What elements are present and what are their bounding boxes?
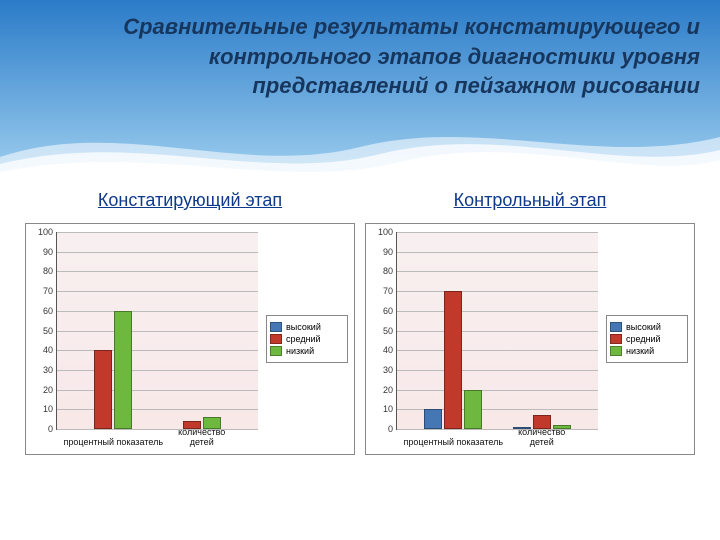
legend-label: средний [626, 334, 661, 344]
header: Сравнительные результаты констатирующего… [0, 0, 720, 180]
legend-swatch [270, 334, 282, 344]
panel-left-plot: 0102030405060708090100процентный показат… [56, 232, 258, 430]
y-tick-label: 80 [371, 266, 393, 276]
grid-line [57, 409, 258, 410]
legend-item: средний [270, 334, 344, 344]
grid-line [57, 291, 258, 292]
y-tick-label: 50 [371, 326, 393, 336]
legend-item: низкий [270, 346, 344, 356]
grid-line [57, 232, 258, 233]
grid-line [57, 390, 258, 391]
legend-item: высокий [610, 322, 684, 332]
panel-right-title: Контрольный этап [365, 190, 695, 211]
legend-item: высокий [270, 322, 344, 332]
legend-swatch [610, 334, 622, 344]
legend-label: низкий [626, 346, 654, 356]
panel-right-legend: высокий средний низкий [606, 315, 688, 363]
bar [444, 291, 462, 429]
y-tick-label: 20 [31, 385, 53, 395]
charts-row: Констатирующий этап 0 10 20 30 40 50 60 70 80 90 1… [0, 190, 720, 455]
legend-swatch [610, 322, 622, 332]
y-tick-label: 10 [371, 404, 393, 414]
y-tick-label: 100 [31, 227, 53, 237]
grid-line [57, 350, 258, 351]
x-tick-label: количество детей [514, 427, 570, 447]
legend-label: средний [286, 334, 321, 344]
bar [464, 390, 482, 429]
grid-line [397, 252, 598, 253]
y-tick-label: 10 [31, 404, 53, 414]
legend-swatch [610, 346, 622, 356]
panel-right-chart: 0 10 20 30 40 50 60 70 80 90 100 процентный показат… [365, 223, 695, 455]
x-tick-label: процентный показатель [64, 437, 164, 447]
y-tick-label: 40 [31, 345, 53, 355]
y-tick-label: 0 [371, 424, 393, 434]
y-tick-label: 40 [371, 345, 393, 355]
y-tick-label: 0 [31, 424, 53, 434]
page-title: Сравнительные результаты констатирующего… [40, 12, 700, 101]
grid-line [57, 311, 258, 312]
legend-swatch [270, 322, 282, 332]
bar [114, 311, 132, 429]
legend-label: высокий [286, 322, 321, 332]
panel-left-chart: 0 10 20 30 40 50 60 70 80 90 100 процентный показат… [25, 223, 355, 455]
y-tick-label: 70 [371, 286, 393, 296]
panel-right-plot: 0102030405060708090100процентный показат… [396, 232, 598, 430]
legend-swatch [270, 346, 282, 356]
grid-line [57, 271, 258, 272]
y-tick-label: 90 [31, 247, 53, 257]
y-tick-label: 60 [31, 306, 53, 316]
legend-item: низкий [610, 346, 684, 356]
bar [94, 350, 112, 429]
legend-item: средний [610, 334, 684, 344]
x-tick-label: процентный показатель [404, 437, 504, 447]
grid-line [57, 370, 258, 371]
x-tick-label: количество детей [174, 427, 230, 447]
bar-group [94, 311, 132, 429]
bar [424, 409, 442, 429]
y-tick-label: 80 [31, 266, 53, 276]
y-tick-label: 30 [371, 365, 393, 375]
bar-group [424, 291, 482, 429]
y-tick-label: 20 [371, 385, 393, 395]
panel-left-title: Констатирующий этап [25, 190, 355, 211]
legend-label: низкий [286, 346, 314, 356]
legend-label: высокий [626, 322, 661, 332]
y-tick-label: 60 [371, 306, 393, 316]
wave-decoration [0, 102, 720, 180]
y-tick-label: 100 [371, 227, 393, 237]
grid-line [397, 271, 598, 272]
y-tick-label: 70 [31, 286, 53, 296]
grid-line [397, 232, 598, 233]
panel-left-legend: высокий средний низкий [266, 315, 348, 363]
grid-line [57, 331, 258, 332]
panel-left: Констатирующий этап 0 10 20 30 40 50 60 70 80 90 1… [25, 190, 355, 455]
y-tick-label: 50 [31, 326, 53, 336]
y-tick-label: 90 [371, 247, 393, 257]
y-tick-label: 30 [31, 365, 53, 375]
panel-right: Контрольный этап 0 10 20 30 40 50 60 70 80 90 100 п… [365, 190, 695, 455]
grid-line [57, 252, 258, 253]
